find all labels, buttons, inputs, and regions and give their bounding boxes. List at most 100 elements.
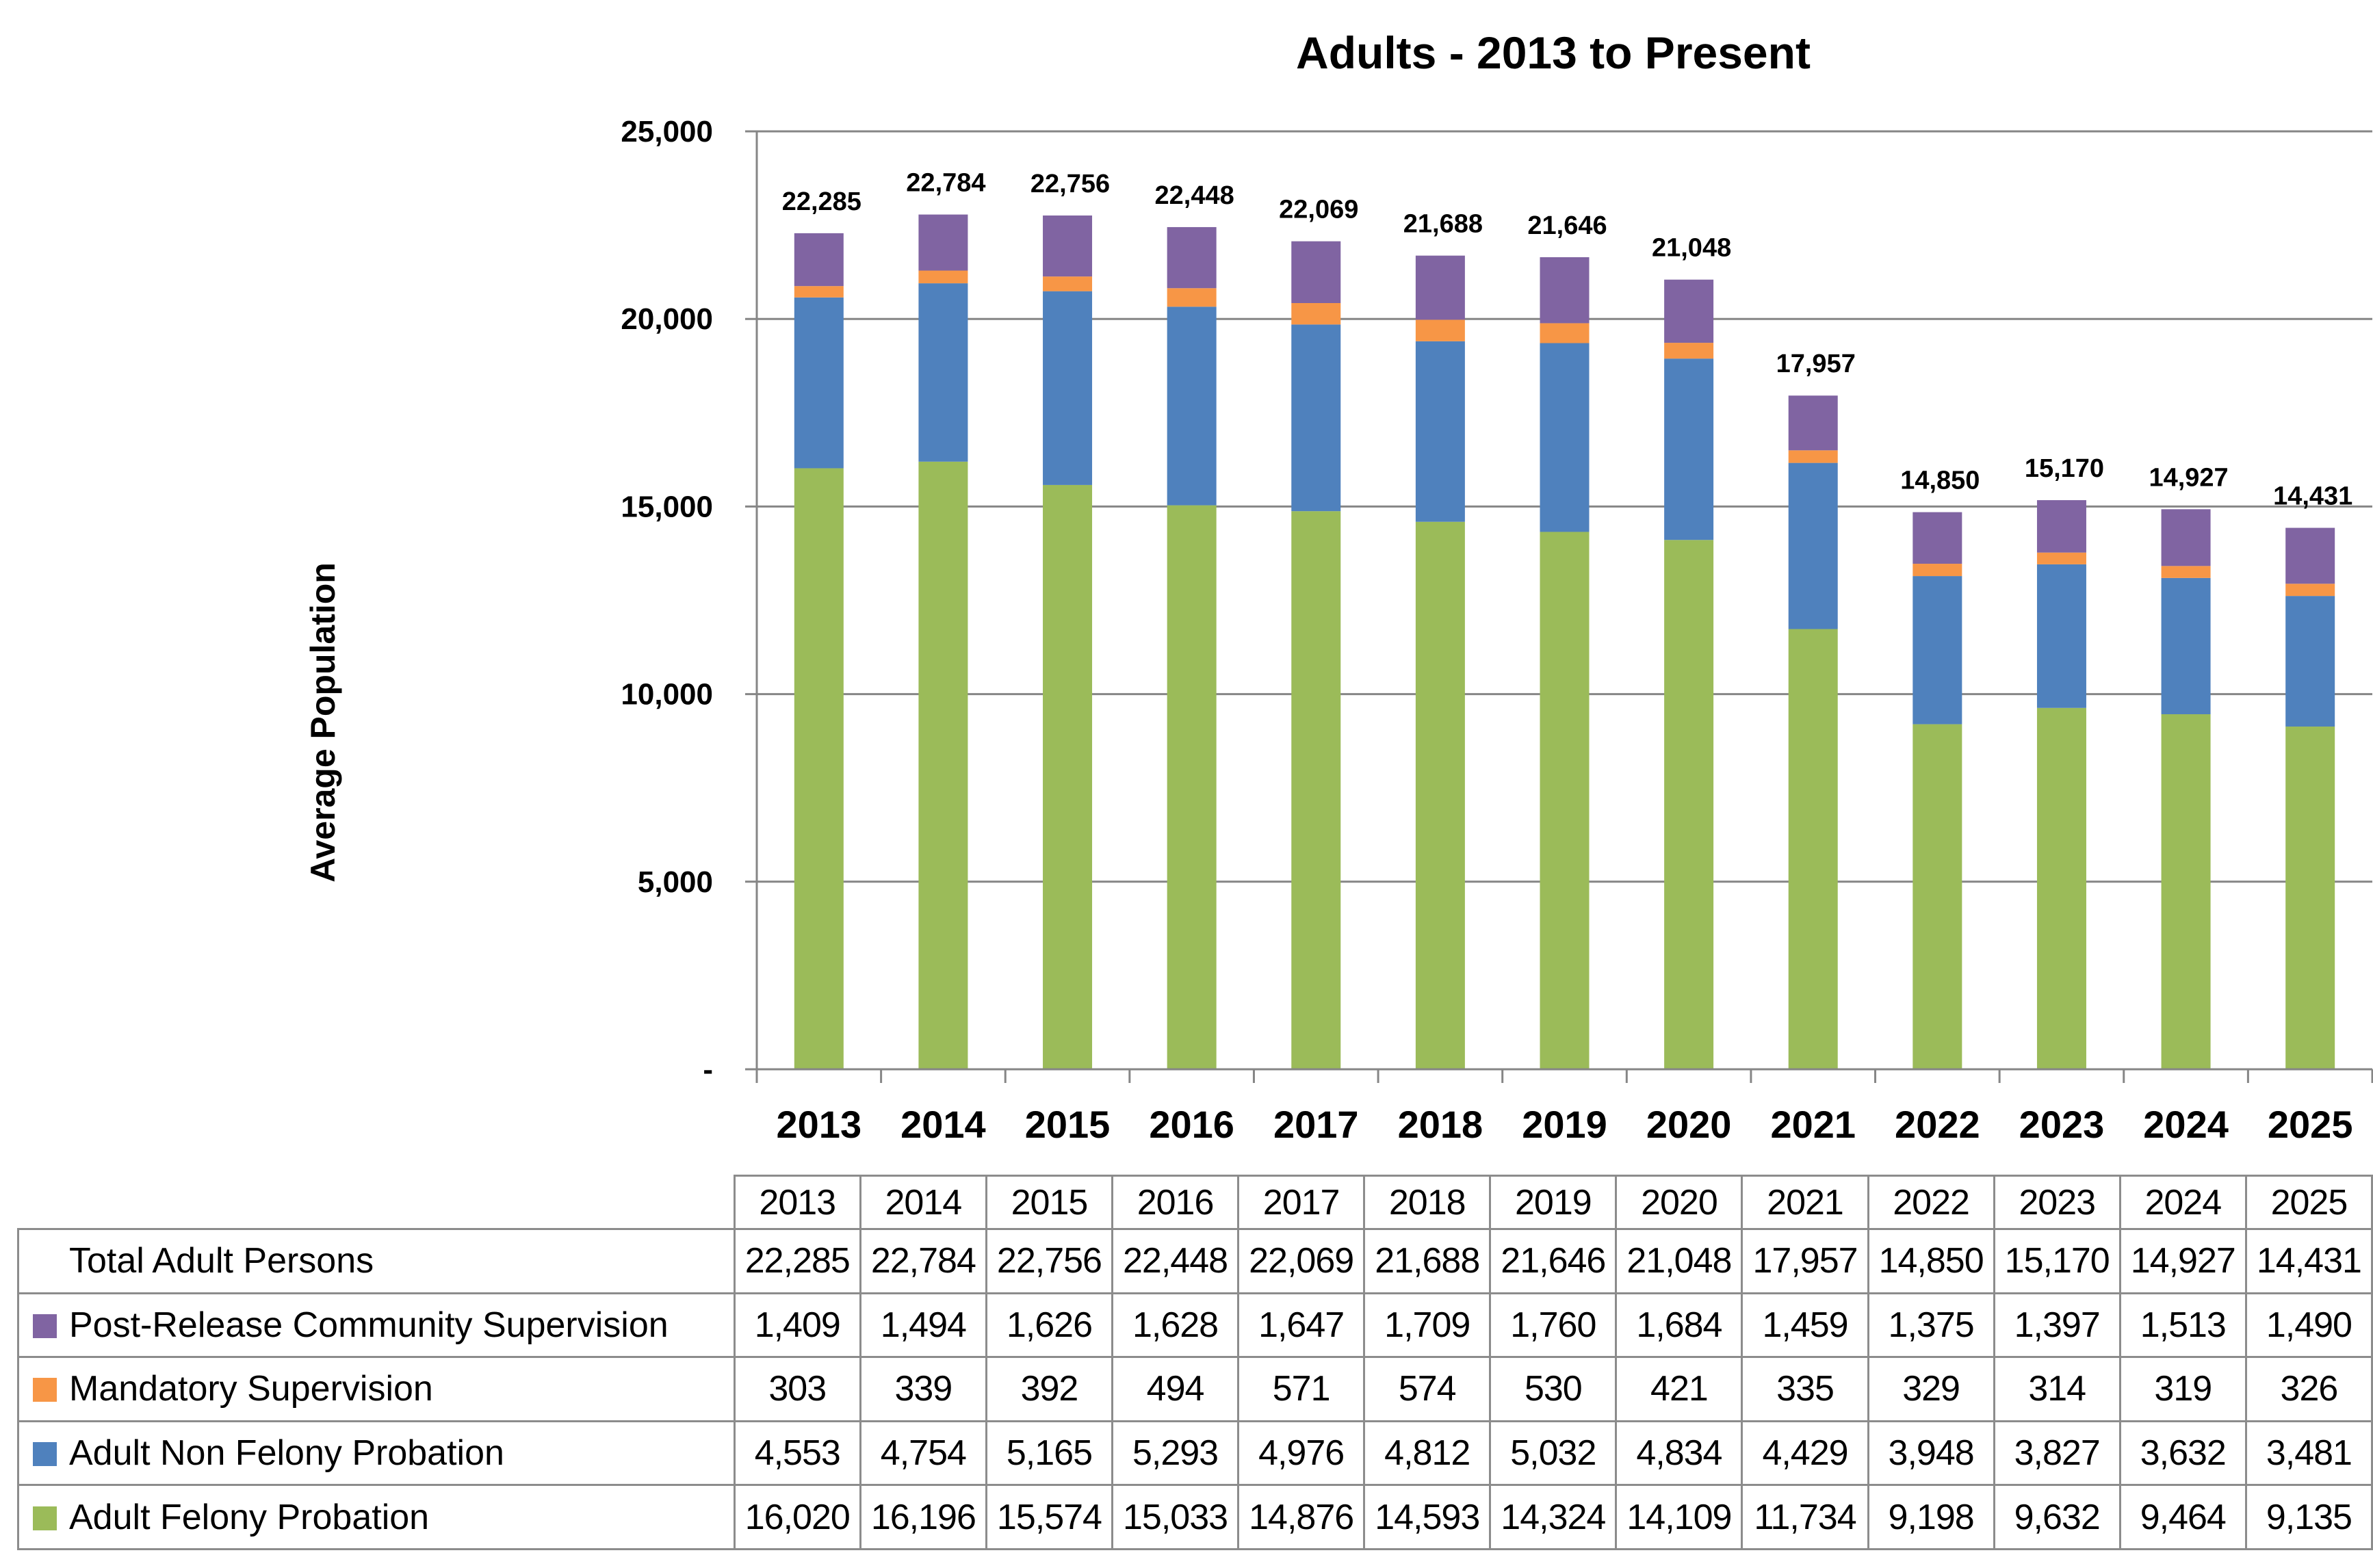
row-label-text: Post-Release Community Supervision bbox=[69, 1305, 669, 1345]
table-body: Total Adult Persons 22,285 22,784 22,756 22,… bbox=[17, 1228, 2373, 1550]
bar-segment-post-release-community-supervision bbox=[1664, 279, 1714, 343]
legend-swatch-icon bbox=[33, 1442, 57, 1467]
bar-segment-adult-felony-probation bbox=[1912, 724, 1962, 1069]
table-column-header: 2025 bbox=[2244, 1175, 2373, 1230]
bar-segment-post-release-community-supervision bbox=[2285, 527, 2335, 584]
table-cell: 14,927 bbox=[2118, 1228, 2247, 1294]
bars bbox=[794, 214, 2335, 1069]
table-row-label: Adult Felony Probation bbox=[17, 1484, 736, 1550]
table-row-label: Mandatory Supervision bbox=[17, 1356, 736, 1422]
row-label-text: Total Adult Persons bbox=[69, 1241, 374, 1281]
x-tick-label: 2024 bbox=[2143, 1103, 2229, 1146]
x-tick-label: 2023 bbox=[2019, 1103, 2105, 1146]
table-row: Adult Felony Probation 16,020 16,196 15,574… bbox=[17, 1484, 2373, 1550]
table-row-label: Post-Release Community Supervision bbox=[17, 1292, 736, 1359]
row-label-text: Adult Felony Probation bbox=[69, 1497, 430, 1537]
x-tick-label: 2021 bbox=[1770, 1103, 1856, 1146]
stacked-bar-chart: Adults - 2013 to Present Average Populat… bbox=[304, 27, 2373, 1146]
bar-segment-mandatory-supervision bbox=[1291, 303, 1341, 325]
x-tick-label: 2020 bbox=[1646, 1103, 1732, 1146]
bar-segment-post-release-community-supervision bbox=[1788, 395, 1838, 451]
bar-segment-post-release-community-supervision bbox=[2036, 500, 2086, 553]
y-axis-title: Average Population bbox=[304, 562, 342, 883]
table-cell: 22,285 bbox=[733, 1228, 861, 1294]
y-tick-label: 20,000 bbox=[621, 302, 713, 336]
total-data-label: 17,957 bbox=[1776, 350, 1856, 378]
table-cell: 1,760 bbox=[1489, 1292, 1618, 1359]
table-cell: 1,628 bbox=[1111, 1292, 1240, 1359]
total-data-label: 22,448 bbox=[1155, 181, 1234, 210]
bar-segment-adult-non-felony-probation bbox=[1291, 324, 1341, 512]
table-cell: 319 bbox=[2118, 1356, 2247, 1422]
bar-segment-mandatory-supervision bbox=[1167, 288, 1217, 307]
x-tick-label: 2017 bbox=[1273, 1103, 1359, 1146]
table-column-header: 2015 bbox=[985, 1175, 1114, 1230]
bar-segment-post-release-community-supervision bbox=[1540, 257, 1590, 324]
x-tick-label: 2015 bbox=[1025, 1103, 1111, 1146]
y-tick-label: 25,000 bbox=[621, 115, 713, 148]
table-cell: 5,032 bbox=[1489, 1420, 1618, 1487]
bar-segment-post-release-community-supervision bbox=[1912, 512, 1962, 564]
bar-segment-adult-felony-probation bbox=[794, 468, 844, 1069]
bar-segment-adult-non-felony-probation bbox=[1415, 341, 1465, 522]
table-column-header: 2017 bbox=[1237, 1175, 1366, 1230]
bar-segment-mandatory-supervision bbox=[2161, 566, 2211, 578]
table-column-header: 2023 bbox=[1993, 1175, 2121, 1230]
total-data-label: 21,646 bbox=[1527, 211, 1607, 240]
bar-segment-adult-non-felony-probation bbox=[794, 297, 844, 469]
table-cell: 22,756 bbox=[985, 1228, 1114, 1294]
table-row: Total Adult Persons 22,285 22,784 22,756 22,… bbox=[17, 1228, 2373, 1294]
x-tick-label: 2022 bbox=[1895, 1103, 1980, 1146]
x-tick-label: 2025 bbox=[2268, 1103, 2353, 1146]
table-cell: 15,574 bbox=[985, 1484, 1114, 1550]
total-data-label: 22,756 bbox=[1030, 170, 1110, 198]
bar-segment-adult-non-felony-probation bbox=[1788, 462, 1838, 629]
table-cell: 4,976 bbox=[1237, 1420, 1366, 1487]
table-cell: 1,490 bbox=[2244, 1292, 2373, 1359]
table-cell: 1,626 bbox=[985, 1292, 1114, 1359]
table-cell: 15,033 bbox=[1111, 1484, 1240, 1550]
bar-segment-adult-non-felony-probation bbox=[2161, 577, 2211, 714]
data-table: 2013 2014 2015 2016 2017 2018 2019 2020 2021 2022… bbox=[17, 1175, 2373, 1550]
bar-segment-mandatory-supervision bbox=[1415, 319, 1465, 341]
y-tick-label: 5,000 bbox=[638, 865, 713, 899]
bar-segment-post-release-community-supervision bbox=[2161, 509, 2211, 566]
table-cell: 21,048 bbox=[1615, 1228, 1743, 1294]
table-cell: 15,170 bbox=[1993, 1228, 2121, 1294]
table-column-header: 2014 bbox=[859, 1175, 987, 1230]
x-axis-tick-labels: 2013 2014 2015 2016 2017 2018 2019 2020 2021 2022… bbox=[777, 1103, 2353, 1146]
table-row: Post-Release Community Supervision 1,409 1… bbox=[17, 1292, 2373, 1359]
table-cell: 314 bbox=[1993, 1356, 2121, 1422]
bar-segment-mandatory-supervision bbox=[1788, 450, 1838, 463]
table-cell: 22,069 bbox=[1237, 1228, 1366, 1294]
table-cell: 22,784 bbox=[859, 1228, 987, 1294]
table-column-header: 2018 bbox=[1363, 1175, 1492, 1230]
bar-segment-mandatory-supervision bbox=[1664, 343, 1714, 359]
table-cell: 4,429 bbox=[1741, 1420, 1869, 1487]
table-cell: 571 bbox=[1237, 1356, 1366, 1422]
x-tick-label: 2018 bbox=[1398, 1103, 1483, 1146]
table-cell: 329 bbox=[1867, 1356, 1995, 1422]
table-cell: 21,688 bbox=[1363, 1228, 1492, 1294]
chart-title: Adults - 2013 to Present bbox=[1296, 27, 1811, 78]
table-cell: 5,293 bbox=[1111, 1420, 1240, 1487]
table-row-label: Total Adult Persons bbox=[17, 1228, 736, 1294]
table-cell: 14,431 bbox=[2244, 1228, 2373, 1294]
y-axis-tick-labels: - 5,000 10,000 15,000 20,000 25,000 bbox=[621, 115, 713, 1086]
table-cell: 1,397 bbox=[1993, 1292, 2121, 1359]
table-cell: 9,464 bbox=[2118, 1484, 2247, 1550]
table-cell: 14,876 bbox=[1237, 1484, 1366, 1550]
table-cell: 335 bbox=[1741, 1356, 1869, 1422]
bar-segment-mandatory-supervision bbox=[2285, 584, 2335, 597]
row-label-text: Adult Non Felony Probation bbox=[69, 1433, 504, 1474]
bar-segment-adult-felony-probation bbox=[1291, 511, 1341, 1069]
table-cell: 1,684 bbox=[1615, 1292, 1743, 1359]
table-cell: 5,165 bbox=[985, 1420, 1114, 1487]
table-cell: 14,109 bbox=[1615, 1484, 1743, 1550]
table-cell: 1,459 bbox=[1741, 1292, 1869, 1359]
bar-segment-mandatory-supervision bbox=[1540, 323, 1590, 343]
bar-segment-adult-felony-probation bbox=[1043, 484, 1093, 1069]
bar-segment-mandatory-supervision bbox=[918, 270, 968, 284]
y-tick-label: 15,000 bbox=[621, 490, 713, 523]
table-cell: 1,409 bbox=[733, 1292, 861, 1359]
